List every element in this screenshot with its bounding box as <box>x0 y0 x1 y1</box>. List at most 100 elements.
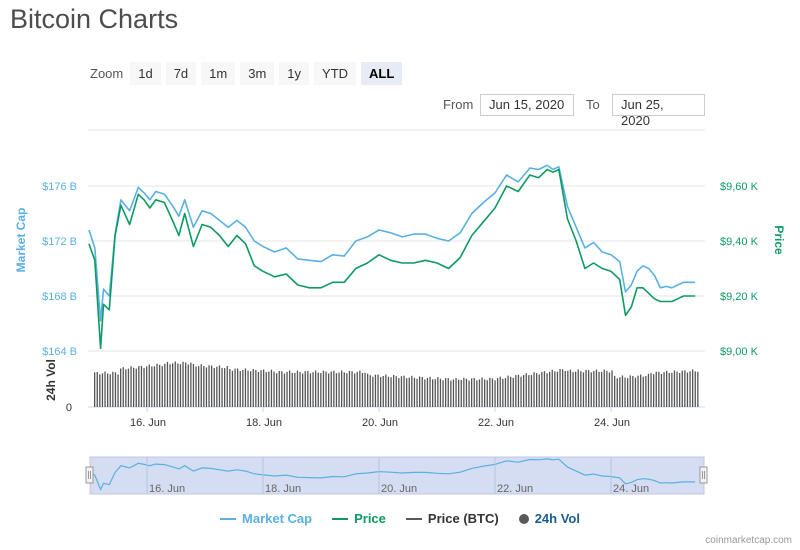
volume-bar <box>523 375 525 407</box>
navigator-right-handle[interactable] <box>699 466 708 484</box>
volume-bar <box>302 373 304 407</box>
legend-24h-vol[interactable]: 24h Vol <box>518 511 580 526</box>
volume-bar <box>187 364 189 407</box>
volume-bar <box>99 374 101 407</box>
navigator-grid <box>146 457 612 494</box>
volume-bar <box>138 366 140 407</box>
volume-bar <box>325 371 327 407</box>
volume-bar <box>166 361 169 407</box>
left-tick-172: $172 B <box>42 236 77 248</box>
volume-bar <box>481 377 483 407</box>
volume-bar <box>564 371 566 407</box>
zoom-3m-button[interactable]: 3m <box>240 62 275 85</box>
x-tick-marks <box>146 407 612 412</box>
volume-bar <box>515 375 517 407</box>
volume-bar <box>471 378 473 407</box>
volume-bar <box>200 364 202 407</box>
volume-tick-zero: 0 <box>66 402 72 414</box>
volume-bar <box>127 368 130 407</box>
navigator-tick-18-jun: 18. Jun <box>265 483 301 495</box>
volume-bar <box>174 361 176 407</box>
main-lines <box>88 164 696 350</box>
legend-price-label: Price <box>354 511 386 526</box>
volume-bar <box>198 366 200 407</box>
volume-bar <box>647 373 650 407</box>
volume-bar <box>551 369 553 407</box>
volume-bar <box>348 370 351 407</box>
x-tick-18-jun: 18. Jun <box>246 417 282 429</box>
legend-price[interactable]: Price <box>332 511 386 526</box>
volume-bar <box>205 367 208 407</box>
volume-bar <box>403 375 405 407</box>
volume-bar <box>429 376 431 407</box>
volume-bar <box>541 371 543 407</box>
legend-24h-vol-label: 24h Vol <box>534 511 580 526</box>
volume-bar <box>663 372 665 407</box>
x-tick-22-jun: 22. Jun <box>478 417 514 429</box>
volume-bar <box>333 370 335 407</box>
x-tick-16-jun: 16. Jun <box>130 417 166 429</box>
navigator-line <box>88 458 696 492</box>
volume-bar <box>393 375 395 407</box>
range-to-input[interactable]: Jun 25, 2020 <box>612 94 705 128</box>
volume-bar <box>130 366 132 407</box>
volume-bar <box>517 374 520 407</box>
volume-bar <box>520 376 522 407</box>
volume-bar <box>231 370 234 407</box>
volume-bar <box>619 377 621 407</box>
volume-bar <box>528 375 530 407</box>
volume-bar <box>346 373 348 407</box>
volume-bar <box>283 373 286 407</box>
volume-bar <box>559 369 561 407</box>
volume-bar <box>195 366 197 407</box>
volume-bar <box>419 376 421 407</box>
volume-bar <box>387 376 390 407</box>
zoom-1m-button[interactable]: 1m <box>201 62 236 85</box>
volume-bar <box>286 371 288 407</box>
volume-bar <box>104 371 106 407</box>
volume-bar <box>234 368 236 407</box>
volume-bar <box>502 378 504 407</box>
legend-price-btc[interactable]: Price (BTC) <box>405 511 499 526</box>
zoom-ytd-button[interactable]: YTD <box>314 62 357 85</box>
navigator[interactable]: 16. Jun 18. Jun 20. Jun 22. Jun 24. Jun <box>85 456 708 495</box>
volume-bar <box>411 375 413 407</box>
range-to-label: To <box>586 97 600 112</box>
volume-bar <box>549 371 551 407</box>
volume-bar <box>117 374 119 407</box>
volume-bar <box>133 367 135 407</box>
zoom-1d-button[interactable]: 1d <box>130 62 161 85</box>
volume-bar <box>460 380 462 407</box>
volume-bar <box>296 370 299 407</box>
zoom-7d-button[interactable]: 7d <box>165 62 197 85</box>
right-tick-9200: $9,20 K <box>720 291 759 303</box>
volume-bar <box>221 367 223 407</box>
volume-bar <box>510 376 512 407</box>
volume-bar <box>257 372 260 407</box>
volume-bar <box>250 371 252 407</box>
credit-text: coinmarketcap.com <box>705 535 792 546</box>
volume-bar <box>546 373 548 407</box>
volume-bar <box>473 377 475 407</box>
volume-bar <box>697 371 699 407</box>
volume-bar <box>468 380 470 407</box>
volume-bar <box>655 371 657 407</box>
legend-market-cap[interactable]: Market Cap <box>220 511 312 526</box>
range-from-input[interactable]: Jun 15, 2020 <box>480 94 574 116</box>
zoom-1y-button[interactable]: 1y <box>279 62 310 85</box>
volume-bar <box>179 364 182 407</box>
volume-bar <box>338 372 340 407</box>
zoom-all-button[interactable]: ALL <box>361 62 403 85</box>
volume-bar <box>211 365 213 407</box>
volume-bar <box>229 369 231 407</box>
left-axis-label: Market Cap <box>14 208 28 273</box>
volume-bar <box>312 372 314 407</box>
left-tick-168: $168 B <box>42 291 77 303</box>
navigator-tick-16-jun: 16. Jun <box>149 483 185 495</box>
volume-bar <box>218 365 221 407</box>
zoom-label: Zoom <box>90 66 124 81</box>
volume-bar <box>273 371 275 407</box>
volume-bar <box>497 378 499 407</box>
navigator-left-handle[interactable] <box>85 466 94 484</box>
volume-bar <box>242 370 244 407</box>
